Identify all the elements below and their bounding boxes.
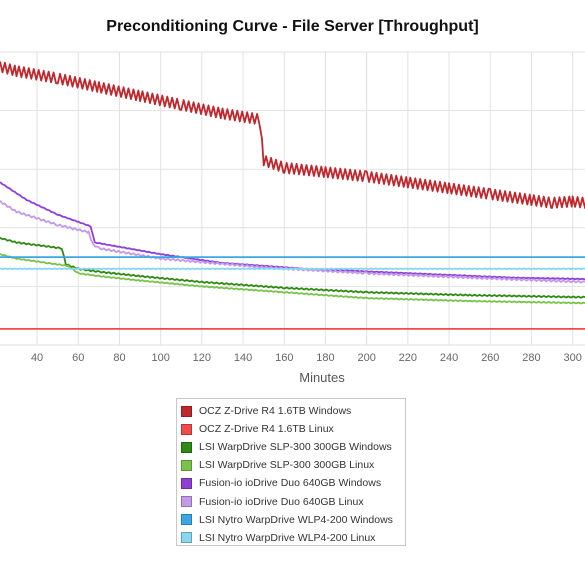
- legend-item[interactable]: LSI Nytro WarpDrive WLP4-200 Linux: [181, 529, 405, 547]
- legend-label: LSI WarpDrive SLP-300 300GB Linux: [199, 459, 375, 472]
- legend-swatch: [181, 496, 192, 508]
- x-axis-label: Minutes: [299, 370, 345, 385]
- x-tick-label: 220: [399, 352, 417, 364]
- legend: OCZ Z-Drive R4 1.6TB Windows OCZ Z-Drive …: [176, 398, 406, 546]
- x-tick-label: 140: [234, 352, 252, 364]
- legend-swatch: [181, 477, 192, 489]
- x-tick-label: 80: [113, 352, 125, 364]
- legend-item[interactable]: LSI WarpDrive SLP-300 300GB Windows: [181, 438, 405, 456]
- x-tick-label: 300: [563, 352, 581, 364]
- x-tick-label: 120: [193, 352, 211, 364]
- series-lines: [0, 61, 585, 330]
- x-tick-labels: 40 60 80 100 120 140 160 180 200 220 240 260 280 300: [31, 352, 582, 364]
- legend-item[interactable]: OCZ Z-Drive R4 1.6TB Linux: [181, 420, 405, 438]
- legend-label: LSI WarpDrive SLP-300 300GB Windows: [199, 441, 392, 454]
- x-tick-label: 260: [481, 352, 499, 364]
- series-line-7: [0, 267, 585, 271]
- legend-label: OCZ Z-Drive R4 1.6TB Windows: [199, 405, 352, 418]
- x-tick-label: 180: [316, 352, 334, 364]
- x-tick-label: 240: [440, 352, 458, 364]
- series-line-0: [0, 61, 585, 209]
- legend-item[interactable]: Fusion-io ioDrive Duo 640GB Linux: [181, 492, 405, 510]
- legend-swatch: [181, 532, 192, 544]
- legend-label: Fusion-io ioDrive Duo 640GB Linux: [199, 495, 364, 508]
- line-chart: 40 60 80 100 120 140 160 180 200 220 240 260 280 300 …: [0, 51, 585, 385]
- x-tick-label: 60: [72, 352, 84, 364]
- chart-title: Preconditioning Curve - File Server [Thr…: [106, 18, 479, 35]
- x-tick-label: 40: [31, 352, 43, 364]
- legend-item[interactable]: LSI WarpDrive SLP-300 300GB Linux: [181, 456, 405, 474]
- series-line-2: [0, 236, 585, 299]
- legend-swatch: [181, 459, 192, 471]
- x-tick-label: 160: [275, 352, 293, 364]
- legend-item[interactable]: OCZ Z-Drive R4 1.6TB Windows: [181, 402, 405, 420]
- x-tick-label: 100: [151, 352, 169, 364]
- legend-item[interactable]: LSI Nytro WarpDrive WLP4-200 Windows: [181, 511, 405, 529]
- legend-swatch: [181, 423, 192, 435]
- series-line-3: [0, 252, 585, 305]
- x-tick-label: 280: [522, 352, 540, 364]
- legend-swatch: [181, 441, 192, 453]
- x-tick-label: 200: [357, 352, 375, 364]
- legend-label: LSI Nytro WarpDrive WLP4-200 Linux: [199, 531, 376, 544]
- legend-swatch: [181, 514, 192, 526]
- legend-swatch: [181, 405, 192, 417]
- legend-item[interactable]: Fusion-io ioDrive Duo 640GB Windows: [181, 474, 405, 492]
- legend-label: LSI Nytro WarpDrive WLP4-200 Windows: [199, 513, 393, 526]
- legend-label: OCZ Z-Drive R4 1.6TB Linux: [199, 423, 334, 436]
- legend-label: Fusion-io ioDrive Duo 640GB Windows: [199, 477, 382, 490]
